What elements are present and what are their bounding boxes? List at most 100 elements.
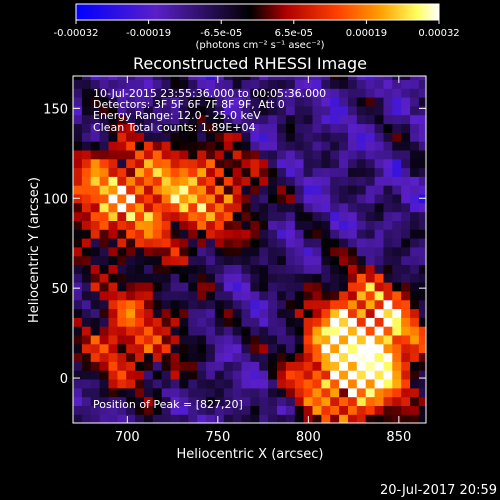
heatmap-cell <box>197 88 207 98</box>
heatmap-cell <box>135 97 145 107</box>
heatmap-cell <box>152 387 163 398</box>
heatmap-cell <box>410 220 420 230</box>
heatmap-cell <box>126 158 136 169</box>
heatmap-cell <box>339 246 349 257</box>
heatmap-cell <box>232 326 243 336</box>
heatmap-cell <box>170 282 181 292</box>
heatmap-cell <box>277 246 287 257</box>
heatmap-cell <box>81 97 92 107</box>
heatmap-cell <box>294 405 305 415</box>
heatmap-cell <box>152 326 163 336</box>
heatmap-cell <box>108 105 118 116</box>
heatmap-cell <box>277 105 287 116</box>
heatmap-cell <box>365 79 376 89</box>
heatmap-cell <box>383 132 393 142</box>
heatmap-cell <box>294 387 305 398</box>
heatmap-cell <box>348 299 358 310</box>
heatmap-cell <box>410 202 420 213</box>
heatmap-cell <box>339 282 349 292</box>
heatmap-cell <box>285 211 296 221</box>
heatmap-cell <box>197 149 207 160</box>
heatmap-cell <box>99 220 110 230</box>
heatmap-cell <box>117 370 127 380</box>
heatmap-cell <box>214 202 225 213</box>
heatmap-cell <box>250 396 260 406</box>
heatmap-cell <box>268 379 278 389</box>
heatmap-cell <box>90 132 101 142</box>
heatmap-cell <box>144 185 154 195</box>
heatmap-cell <box>418 141 426 151</box>
heatmap-cell <box>348 370 358 380</box>
heatmap-cell <box>223 185 234 195</box>
heatmap-cell <box>259 220 269 230</box>
heatmap-cell <box>179 185 189 195</box>
heatmap-cell <box>250 229 260 239</box>
heatmap-cell <box>285 352 296 362</box>
heatmap-cell <box>250 290 260 301</box>
heatmap-cell <box>321 246 331 257</box>
heatmap-cell <box>277 149 287 160</box>
heatmap-cell <box>90 396 101 406</box>
heatmap-cell <box>73 361 83 371</box>
heatmap-cell <box>356 238 367 248</box>
heatmap-cell <box>356 246 367 257</box>
heatmap-cell <box>99 273 110 283</box>
heatmap-cell <box>179 158 189 169</box>
heatmap-cell <box>179 379 189 389</box>
heatmap-cell <box>144 299 154 310</box>
heatmap-cell <box>401 334 411 345</box>
heatmap-cell <box>356 414 367 423</box>
heatmap-cell <box>197 79 207 89</box>
heatmap-cell <box>99 317 110 327</box>
heatmap-cell <box>188 211 198 221</box>
heatmap-cell <box>303 176 314 186</box>
heatmap-cell <box>117 326 127 336</box>
heatmap-cell <box>241 387 251 398</box>
heatmap-cell <box>73 149 83 160</box>
heatmap-cell <box>161 149 172 160</box>
heatmap-cell <box>250 202 260 213</box>
heatmap-cell <box>135 114 145 125</box>
heatmap-cell <box>223 167 234 177</box>
heatmap-cell <box>374 379 385 389</box>
heatmap-cell <box>356 88 367 98</box>
heatmap-cell <box>321 255 331 265</box>
heatmap-cell <box>259 105 269 116</box>
heatmap-cell <box>294 343 305 354</box>
heatmap-cell <box>170 229 181 239</box>
heatmap-cell <box>330 220 340 230</box>
heatmap-cell <box>126 238 136 248</box>
heatmap-cell <box>259 185 269 195</box>
heatmap-cell <box>365 202 376 213</box>
heatmap-cell <box>135 88 145 98</box>
heatmap-cell <box>348 193 358 204</box>
heatmap-cell <box>356 185 367 195</box>
heatmap-cell <box>259 264 269 274</box>
heatmap-cell <box>108 229 118 239</box>
heatmap-cell <box>250 97 260 107</box>
heatmap-cell <box>312 343 322 354</box>
heatmap-cell <box>197 352 207 362</box>
heatmap-cell <box>268 141 278 151</box>
heatmap-cell <box>392 97 402 107</box>
heatmap-cell <box>321 220 331 230</box>
heatmap-cell <box>99 414 110 423</box>
heatmap-cell <box>365 158 376 169</box>
heatmap-cell <box>241 105 251 116</box>
heatmap-cell <box>223 334 234 345</box>
heatmap-cell <box>383 273 393 283</box>
heatmap-cell <box>152 334 163 345</box>
heatmap-cell <box>410 396 420 406</box>
heatmap-cell <box>277 176 287 186</box>
heatmap-cell <box>348 229 358 239</box>
heatmap-cell <box>223 273 234 283</box>
heatmap-cell <box>232 343 243 354</box>
heatmap-cell <box>197 167 207 177</box>
heatmap-cell <box>206 132 216 142</box>
heatmap-cell <box>214 176 225 186</box>
heatmap-cell <box>348 264 358 274</box>
heatmap-cell <box>383 361 393 371</box>
heatmap-cell <box>241 308 251 318</box>
heatmap-cell <box>250 370 260 380</box>
heatmap-cell <box>250 238 260 248</box>
